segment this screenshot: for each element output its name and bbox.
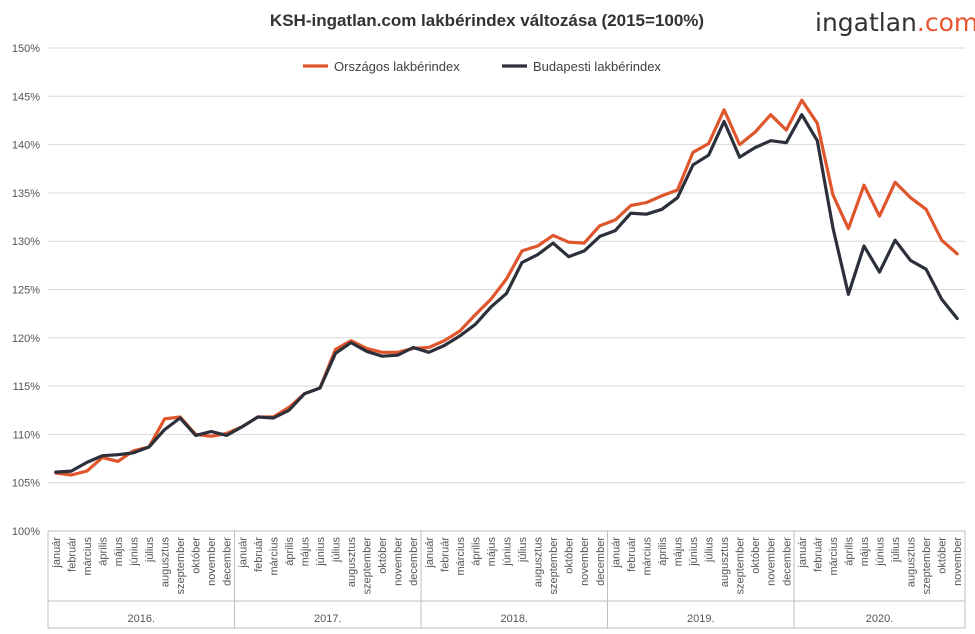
x-tick-label: június [128, 537, 140, 567]
x-tick-label: január [237, 537, 249, 569]
x-tick-label: november [766, 537, 778, 586]
y-axis: 100% 105% 110% 115% 120% 125% 130% 135% 140% 145%… [12, 43, 40, 538]
x-tick-label: december [781, 537, 793, 586]
x-tick-label: augusztus [533, 537, 545, 588]
x-tick-label: május [299, 537, 311, 567]
x-tick-label: április [97, 537, 109, 566]
y-tick-label: 140% [12, 140, 40, 152]
x-tick-label: november [952, 537, 964, 586]
x-tick-label: december [408, 537, 420, 586]
x-tick-label: április [657, 537, 669, 566]
x-tick-label: február [439, 537, 451, 572]
y-tick-label: 130% [12, 236, 40, 248]
y-tick-label: 135% [12, 188, 40, 200]
x-tick-label: augusztus [160, 537, 172, 588]
y-tick-label: 110% [13, 429, 41, 441]
y-tick-label: 115% [13, 381, 41, 393]
x-tick-label: november [206, 537, 218, 586]
x-tick-label: február [626, 537, 638, 572]
logo-accent-text: .com [917, 8, 975, 37]
x-tick-label: január [51, 537, 63, 569]
x-tick-label: június [688, 537, 700, 567]
x-tick-label: november [579, 537, 591, 586]
series-lines [54, 98, 959, 477]
x-tick-label: május [859, 537, 871, 567]
x-tick-label: november [393, 537, 405, 586]
x-tick-label: március [641, 537, 653, 576]
logo-main-text: ingatlan [815, 8, 917, 37]
legend: Országos lakbérindex Budapesti lakbérinde… [303, 59, 661, 74]
x-tick-label: augusztus [346, 537, 358, 588]
x-tick-label: október [191, 537, 203, 574]
x-tick-label: július [517, 537, 529, 564]
x-tick-label: október [937, 537, 949, 574]
y-tick-label: 145% [12, 91, 40, 103]
x-tick-label: július [704, 537, 716, 564]
x-tick-label: október [377, 537, 389, 574]
gridlines [48, 47, 965, 484]
x-tick-label: október [564, 537, 576, 574]
svg-text:ingatlan.com: ingatlan.com [815, 8, 975, 37]
x-tick-label: március [268, 537, 280, 576]
x-tick-label: február [253, 537, 265, 572]
x-tick-label: január [424, 537, 436, 569]
x-tick-label: január [797, 537, 809, 569]
x-tick-label: március [455, 537, 467, 576]
x-tick-label: június [315, 537, 327, 567]
x-tick-label: február [66, 537, 78, 572]
ingatlan-logo: ingatlan.com [815, 8, 975, 37]
y-tick-label: 125% [12, 285, 40, 297]
x-tick-label: április [843, 537, 855, 566]
x-tick-label: július [331, 537, 343, 564]
x-tick-label: június [502, 537, 514, 567]
x-tick-label: július [890, 537, 902, 564]
x-tick-label: február [812, 537, 824, 572]
x-tick-label: szeptember [735, 537, 747, 595]
x-tick-label: szeptember [362, 537, 374, 595]
x-tick-label: április [284, 537, 296, 566]
year-label: 2020. [866, 613, 894, 625]
series-line-orszagos [54, 98, 959, 477]
x-tick-label: augusztus [719, 537, 731, 588]
y-tick-label: 120% [12, 333, 40, 345]
year-label: 2016. [127, 613, 155, 625]
year-label: 2017. [314, 613, 342, 625]
x-tick-label: december [595, 537, 607, 586]
x-tick-label: szeptember [921, 537, 933, 595]
x-tick-label: június [875, 537, 887, 567]
x-tick-label: július [144, 537, 156, 564]
series-line-budapest [54, 113, 959, 474]
x-tick-label: május [672, 537, 684, 567]
x-tick-label: szeptember [548, 537, 560, 595]
y-tick-label: 100% [12, 526, 40, 538]
legend-label: Országos lakbérindex [334, 59, 460, 74]
x-tick-label: március [828, 537, 840, 576]
y-tick-label: 150% [12, 43, 40, 55]
x-tick-label: október [750, 537, 762, 574]
x-tick-label: augusztus [906, 537, 918, 588]
x-tick-label: május [486, 537, 498, 567]
legend-label: Budapesti lakbérindex [533, 59, 661, 74]
year-label: 2019. [687, 613, 715, 625]
x-tick-label: május [113, 537, 125, 567]
year-label: 2018. [501, 613, 529, 625]
x-tick-label: január [610, 537, 622, 569]
x-tick-label: április [470, 537, 482, 566]
x-tick-label: december [222, 537, 234, 586]
x-axis: január február március április május június jú… [47, 530, 966, 629]
y-tick-label: 105% [12, 478, 40, 490]
x-tick-label: március [82, 537, 94, 576]
x-tick-label: szeptember [175, 537, 187, 595]
chart-title: KSH-ingatlan.com lakbérindex változása (… [270, 11, 704, 30]
